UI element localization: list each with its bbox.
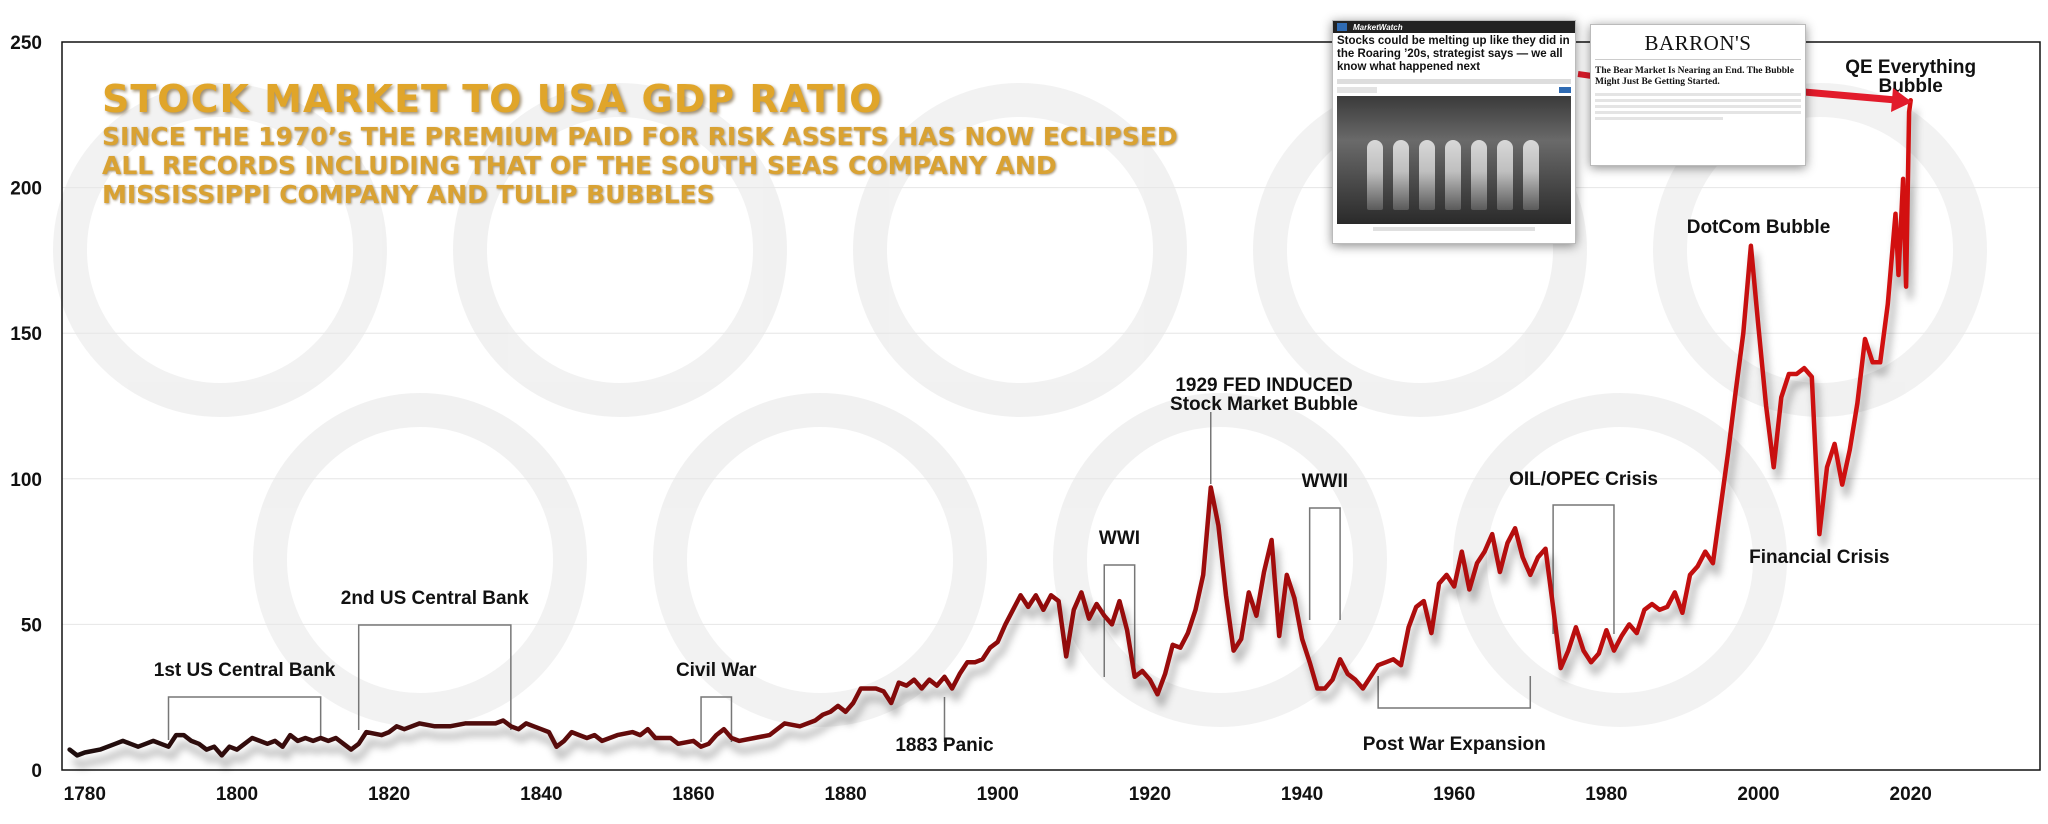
event-label: Financial Crisis — [1749, 547, 1889, 568]
marketwatch-brand: MarketWatch — [1353, 22, 1403, 32]
y-tick-label: 150 — [10, 324, 42, 345]
series-shadow — [71, 109, 1918, 769]
event-label: Stock Market Bubble — [1170, 394, 1358, 415]
subtitle-line: SINCE THE 1970’s THE PREMIUM PAID FOR RI… — [102, 122, 1178, 151]
x-tick-label: 1800 — [216, 784, 258, 805]
event-bracket — [1377, 676, 1532, 709]
x-tick-label: 1780 — [64, 784, 106, 805]
watermark-ring — [853, 83, 1187, 417]
barrons-headline: The Bear Market Is Nearing an End. The B… — [1595, 66, 1794, 87]
marketwatch-clipping: MarketWatch Stocks could be melting up l… — [1332, 20, 1576, 244]
event-label: 1929 FED INDUCED — [1175, 375, 1352, 396]
marketwatch-logo-icon — [1337, 23, 1347, 31]
article-text-line — [1595, 93, 1801, 96]
photo-caption-line — [1373, 227, 1535, 231]
event-label: Civil War — [676, 660, 757, 681]
y-tick-label: 0 — [31, 761, 42, 782]
watermark-ring — [1453, 393, 1787, 727]
article-meta-line — [1337, 79, 1571, 84]
article-text-line — [1595, 117, 1724, 120]
event-label: OIL/OPEC Crisis — [1509, 469, 1658, 490]
roaring-twenties-photo — [1337, 96, 1571, 224]
y-tick-label: 200 — [10, 179, 42, 200]
article-text-line — [1595, 105, 1801, 108]
axis-ticks: 0 50 100 150 200 250 1780 1800 1820 1840 1860 1880 1… — [10, 33, 1932, 805]
x-tick-label: 1920 — [1129, 784, 1171, 805]
barrons-logo: BARRON'S — [1644, 31, 1752, 55]
x-tick-label: 1880 — [824, 784, 866, 805]
watermark-ring — [1653, 83, 1987, 417]
watermark-ring — [453, 83, 787, 417]
x-tick-label: 1860 — [672, 784, 714, 805]
watermark-ring — [53, 83, 387, 417]
event-labels: 1st US Central Bank 2nd US Central Bank Ci… — [154, 57, 1976, 756]
event-label: 2nd US Central Bank — [341, 588, 529, 609]
watermark-ring — [253, 393, 587, 727]
x-tick-label: 1900 — [977, 784, 1019, 805]
marketwatch-header: MarketWatch — [1333, 21, 1575, 33]
event-bracket — [1308, 507, 1341, 620]
event-brackets — [167, 412, 1615, 742]
event-label: WWI — [1099, 528, 1140, 549]
article-text-line — [1595, 99, 1801, 102]
event-bracket — [1552, 504, 1615, 634]
event-bracket — [700, 696, 733, 742]
divider — [1595, 59, 1801, 60]
x-tick-label: 2000 — [1737, 784, 1779, 805]
chart-subtitle: SINCE THE 1970’s THE PREMIUM PAID FOR RI… — [102, 122, 1178, 209]
callout-arrow-shaft — [1800, 88, 1900, 104]
y-tick-label: 250 — [10, 33, 42, 54]
y-tick-label: 100 — [10, 470, 42, 491]
series-line — [67, 97, 1913, 758]
event-bracket — [167, 696, 322, 740]
callout-arrows — [1577, 71, 1912, 112]
chart-title: STOCK MARKET TO USA GDP RATIO — [102, 77, 883, 121]
event-label: Post War Expansion — [1363, 734, 1546, 755]
subtitle-line: ALL RECORDS INCLUDING THAT OF THE SOUTH … — [102, 151, 1057, 180]
article-text-line — [1595, 111, 1801, 114]
connector-arrow — [1577, 71, 1593, 79]
x-tick-label: 1940 — [1281, 784, 1323, 805]
x-tick-label: 2020 — [1890, 784, 1932, 805]
title-block: STOCK MARKET TO USA GDP RATIO SINCE THE … — [102, 76, 1178, 209]
watermark-ring — [653, 393, 987, 727]
subtitle-line: MISSISSIPPI COMPANY AND TULIP BUBBLES — [102, 180, 715, 209]
event-label: 1883 Panic — [895, 735, 994, 756]
event-label: Bubble — [1878, 76, 1942, 97]
watermark-ring — [1053, 393, 1387, 727]
plot-frame — [61, 41, 2041, 771]
article-byline — [1337, 87, 1571, 93]
x-tick-label: 1840 — [520, 784, 562, 805]
watermark-pattern — [53, 83, 1987, 727]
marketwatch-headline: Stocks could be melting up like they did… — [1337, 35, 1570, 73]
y-tick-label: 50 — [21, 615, 42, 636]
x-tick-label: 1960 — [1433, 784, 1475, 805]
barrons-clipping: BARRON'S The Bear Market Is Nearing an E… — [1590, 24, 1806, 166]
event-label: DotCom Bubble — [1687, 217, 1831, 238]
event-label: QE Everything — [1845, 57, 1976, 78]
event-label: 1st US Central Bank — [154, 660, 336, 681]
event-bracket — [357, 624, 512, 730]
x-tick-label: 1820 — [368, 784, 410, 805]
event-label: WWII — [1302, 471, 1348, 492]
callout-arrow-head — [1891, 88, 1912, 112]
x-tick-label: 1980 — [1585, 784, 1627, 805]
